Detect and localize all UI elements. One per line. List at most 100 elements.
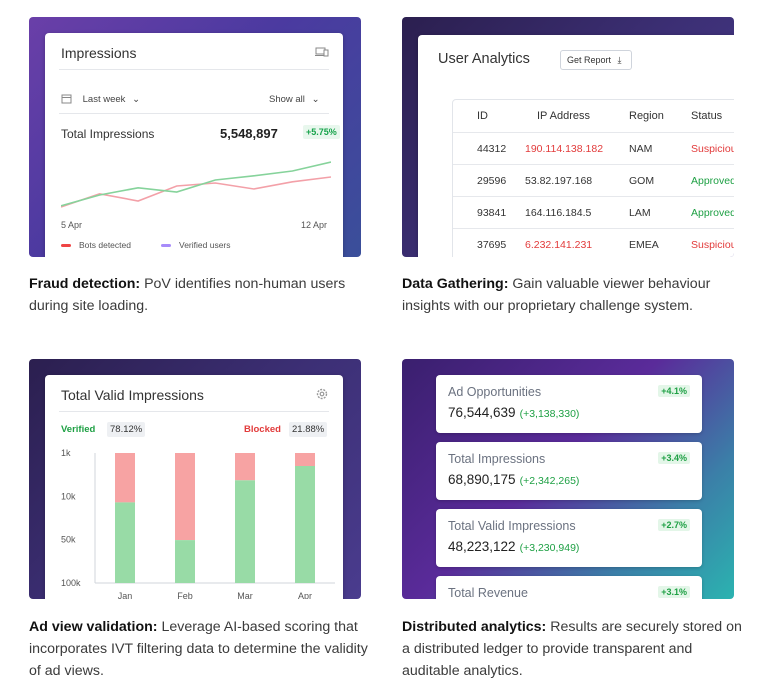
ad-validation-caption: Ad view validation: Leverage AI-based sc…	[29, 616, 369, 682]
cell-region: NAM	[629, 143, 653, 155]
filter-select[interactable]: Show all ⌄	[269, 94, 320, 105]
verified-legend-swatch	[161, 244, 171, 247]
metric-label: Total Valid Impressions	[448, 519, 576, 533]
metric-delta: (+2,342,265)	[519, 475, 580, 487]
metric-card-total-revenue: Total Revenue +3.1%	[436, 576, 702, 599]
user-analytics-title: User Analytics	[438, 51, 530, 67]
ad-validation-caption-text: Leverage AI-based scoring that incorpora…	[29, 619, 368, 679]
table-row[interactable]: 93841 164.116.184.5 LAM Approved	[453, 196, 734, 228]
col-ip[interactable]: IP Address	[537, 110, 590, 122]
chevron-down-icon: ⌄	[311, 94, 320, 105]
metric-label: Ad Opportunities	[448, 385, 542, 399]
table-header: ID IP Address Region Status ↓	[453, 100, 734, 132]
metric-delta: (+3,138,330)	[519, 408, 580, 420]
chevron-down-icon: ⌄	[132, 94, 141, 105]
total-impressions-value: 5,548,897	[220, 126, 278, 141]
table-row[interactable]: 37695 6.232.141.231 EMEA Suspicious	[453, 228, 734, 257]
col-region[interactable]: Region	[629, 110, 664, 122]
data-gathering-caption: Data Gathering: Gain valuable viewer beh…	[402, 273, 742, 317]
metric-label: Total Impressions	[448, 452, 546, 466]
x-tick-end: 12 Apr	[301, 220, 328, 230]
metric-number: 68,890,175	[448, 472, 516, 487]
blocked-pct: 21.88%	[289, 422, 328, 437]
metric-label: Total Revenue	[448, 586, 528, 599]
cell-status: Approved	[691, 175, 734, 187]
sort-down-icon[interactable]: ↓	[733, 110, 734, 122]
cell-status: Suspicious	[691, 143, 734, 155]
metric-number: 48,223,122	[448, 539, 516, 554]
distributed-caption-text: Results are securely stored on a distrib…	[402, 619, 742, 679]
x-tick-label: Apr	[298, 591, 312, 599]
impressions-title: Impressions	[61, 45, 137, 61]
metric-value: 48,223,122 (+3,230,949)	[448, 539, 579, 554]
cell-id: 29596	[477, 175, 507, 187]
metric-number: 76,544,639	[448, 405, 516, 420]
x-tick-label: Feb	[177, 591, 193, 599]
verified-legend-label: Verified users	[179, 240, 231, 250]
cell-ip: 190.114.138.182	[525, 143, 604, 155]
impressions-card: Impressions Last week ⌄ Show all ⌄ Total…	[45, 33, 343, 257]
metric-delta: (+3,230,949)	[519, 542, 580, 554]
table-row[interactable]: 29596 53.82.197.168 GOM Approved	[453, 164, 734, 196]
valid-impressions-card: Total Valid Impressions Verified 78.12% …	[45, 375, 343, 599]
table-row[interactable]: 44312 190.114.138.182 NAM Suspicious	[453, 132, 734, 164]
series-line-verified	[61, 161, 331, 207]
calendar-icon	[61, 94, 72, 104]
x-tick-label: Jan	[118, 591, 133, 599]
valid-impressions-title: Total Valid Impressions	[61, 387, 204, 403]
bar-verified-mar	[235, 480, 255, 583]
metric-value: 76,544,639 (+3,138,330)	[448, 405, 579, 420]
bots-legend-label: Bots detected	[79, 240, 131, 250]
period-select-label: Last week	[82, 94, 126, 105]
verified-pct: 78.12%	[107, 422, 146, 437]
cell-ip: 53.82.197.168	[525, 175, 593, 187]
cell-id: 93841	[477, 207, 507, 219]
col-id[interactable]: ID	[477, 110, 488, 122]
period-select[interactable]: Last week ⌄	[61, 93, 140, 105]
get-report-label: Get Report	[567, 55, 612, 65]
metric-card-total-valid-impressions: Total Valid Impressions 48,223,122 (+3,23…	[436, 509, 702, 567]
metric-badge: +3.4%	[658, 452, 690, 464]
bar-verified-feb	[175, 540, 195, 583]
fraud-caption-text: PoV identifies non-human users during si…	[29, 276, 346, 314]
cell-status: Approved	[691, 207, 734, 219]
bar-verified-apr	[295, 466, 315, 583]
fraud-detection-tile: Impressions Last week ⌄ Show all ⌄ Total…	[29, 17, 361, 257]
cell-region: EMEA	[629, 239, 659, 251]
metric-value: 68,890,175 (+2,342,265)	[448, 472, 579, 487]
get-report-button[interactable]: Get Report ⤓	[560, 50, 632, 70]
fraud-caption-title: Fraud detection:	[29, 276, 141, 292]
data-gathering-tile: User Analytics Get Report ⤓ ID IP Addres…	[402, 17, 734, 257]
filter-select-label: Show all	[269, 94, 305, 105]
col-status[interactable]: Status ↓	[691, 110, 734, 122]
ad-validation-caption-title: Ad view validation:	[29, 619, 158, 635]
x-tick-label: Mar	[237, 591, 253, 599]
distributed-caption-title: Distributed analytics:	[402, 619, 547, 635]
bar-blocked-apr	[295, 453, 315, 466]
y-tick-label: 50k	[61, 535, 76, 545]
distributed-caption: Distributed analytics: Results are secur…	[402, 616, 742, 682]
bar-blocked-mar	[235, 453, 255, 481]
user-analytics-card: User Analytics Get Report ⤓ ID IP Addres…	[418, 35, 734, 257]
cell-id: 44312	[477, 143, 507, 155]
valid-impressions-bar-chart: 1k 10k 50k 100k Jan Feb Mar Apr	[61, 448, 335, 599]
series-line-bots	[61, 176, 331, 208]
data-gathering-caption-title: Data Gathering:	[402, 276, 509, 292]
impressions-line-chart	[61, 161, 331, 208]
metric-badge: +4.1%	[658, 385, 690, 397]
cell-id: 37695	[477, 239, 507, 251]
user-table: ID IP Address Region Status ↓ 44312 190.1…	[452, 99, 734, 257]
divider	[59, 411, 329, 412]
devices-icon[interactable]	[315, 47, 329, 57]
cell-region: LAM	[629, 207, 651, 219]
divider	[59, 69, 329, 70]
fraud-caption: Fraud detection: PoV identifies non-huma…	[29, 273, 361, 317]
cell-ip: 164.116.184.5	[525, 207, 592, 219]
col-status-label: Status	[691, 110, 723, 122]
blocked-label: Blocked	[244, 424, 281, 435]
cell-region: GOM	[629, 175, 655, 187]
gear-icon[interactable]	[315, 387, 329, 401]
metric-card-total-impressions: Total Impressions 68,890,175 (+2,342,265)…	[436, 442, 702, 500]
metric-badge: +2.7%	[658, 519, 690, 531]
ad-validation-tile: Total Valid Impressions Verified 78.12% …	[29, 359, 361, 599]
